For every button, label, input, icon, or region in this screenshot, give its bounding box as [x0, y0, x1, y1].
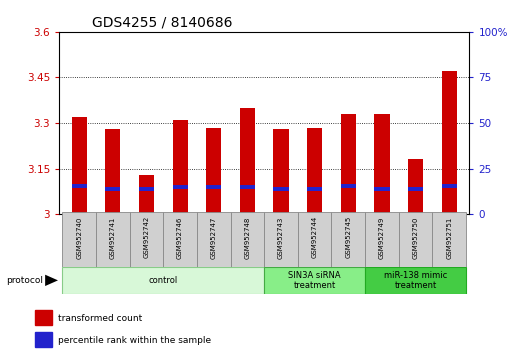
- Text: GSM952751: GSM952751: [446, 216, 452, 259]
- Text: GSM952749: GSM952749: [379, 216, 385, 259]
- Bar: [341, 184, 356, 188]
- Text: GSM952740: GSM952740: [76, 216, 82, 259]
- FancyBboxPatch shape: [264, 267, 365, 294]
- Bar: [442, 184, 457, 188]
- Bar: [240, 185, 255, 189]
- Bar: [442, 72, 457, 214]
- FancyBboxPatch shape: [96, 212, 130, 267]
- Bar: [374, 187, 389, 192]
- Bar: [240, 108, 255, 214]
- Bar: [139, 187, 154, 192]
- Bar: [105, 129, 121, 214]
- FancyBboxPatch shape: [264, 212, 298, 267]
- Text: miR-138 mimic
treatment: miR-138 mimic treatment: [384, 271, 447, 290]
- Bar: [35, 332, 51, 347]
- Text: percentile rank within the sample: percentile rank within the sample: [58, 336, 211, 345]
- FancyBboxPatch shape: [130, 212, 163, 267]
- Bar: [139, 175, 154, 214]
- Bar: [206, 127, 221, 214]
- Text: GSM952745: GSM952745: [345, 216, 351, 258]
- Bar: [172, 120, 188, 214]
- Text: GSM952750: GSM952750: [412, 216, 419, 259]
- Bar: [408, 187, 423, 192]
- Text: GSM952746: GSM952746: [177, 216, 183, 259]
- FancyBboxPatch shape: [432, 212, 466, 267]
- Bar: [273, 187, 289, 192]
- Bar: [341, 114, 356, 214]
- Text: GSM952741: GSM952741: [110, 216, 116, 259]
- Text: SIN3A siRNA
treatment: SIN3A siRNA treatment: [288, 271, 341, 290]
- FancyBboxPatch shape: [230, 212, 264, 267]
- Bar: [72, 184, 87, 188]
- Bar: [172, 185, 188, 189]
- Text: control: control: [149, 276, 178, 285]
- FancyBboxPatch shape: [399, 212, 432, 267]
- Text: GSM952747: GSM952747: [211, 216, 216, 259]
- FancyBboxPatch shape: [63, 212, 96, 267]
- Text: GSM952742: GSM952742: [144, 216, 149, 258]
- Text: transformed count: transformed count: [58, 314, 143, 323]
- Bar: [374, 114, 389, 214]
- FancyBboxPatch shape: [63, 267, 264, 294]
- FancyBboxPatch shape: [365, 267, 466, 294]
- Bar: [307, 187, 322, 192]
- Bar: [408, 160, 423, 214]
- Text: GDS4255 / 8140686: GDS4255 / 8140686: [92, 16, 233, 30]
- FancyBboxPatch shape: [365, 212, 399, 267]
- Bar: [35, 310, 51, 325]
- Bar: [273, 129, 289, 214]
- FancyBboxPatch shape: [331, 212, 365, 267]
- Text: GSM952744: GSM952744: [312, 216, 318, 258]
- Text: GSM952743: GSM952743: [278, 216, 284, 259]
- Bar: [72, 117, 87, 214]
- Text: protocol: protocol: [6, 276, 43, 285]
- Polygon shape: [45, 275, 58, 286]
- FancyBboxPatch shape: [298, 212, 331, 267]
- Bar: [105, 187, 121, 192]
- FancyBboxPatch shape: [197, 212, 230, 267]
- FancyBboxPatch shape: [163, 212, 197, 267]
- Text: GSM952748: GSM952748: [244, 216, 250, 259]
- Bar: [206, 185, 221, 189]
- Bar: [307, 128, 322, 214]
